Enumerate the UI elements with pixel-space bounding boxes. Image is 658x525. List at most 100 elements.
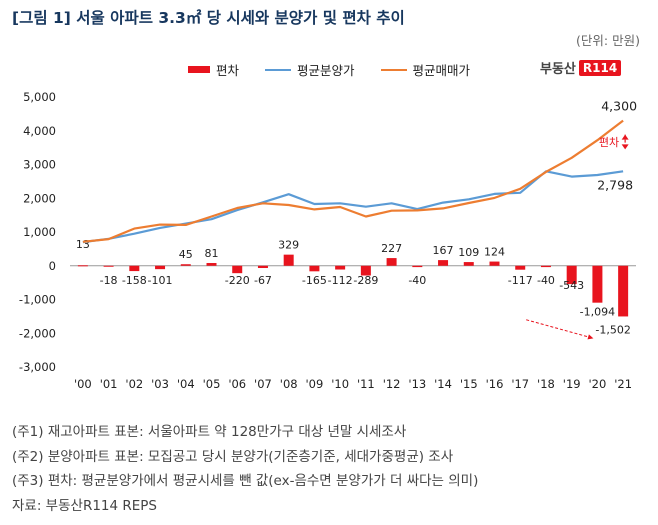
r114-logo: 부동산 R114: [540, 58, 622, 77]
y-tick-label: 1,000: [23, 225, 56, 239]
x-tick-label: '20: [589, 377, 607, 391]
footnote-2: (주2) 분양아파트 표본: 모집공고 당시 분양가(기준층기준, 세대가중평균…: [12, 448, 454, 465]
bar-data-label: -543: [559, 279, 584, 292]
deviation-bar: [283, 254, 294, 266]
deviation-bar: [103, 265, 114, 267]
deviation-bar: [129, 265, 140, 272]
deviation-arrow-head-top: [621, 134, 629, 140]
bar-data-label: -40: [537, 274, 555, 287]
x-tick-label: '04: [177, 377, 195, 391]
bar-data-label: 109: [458, 246, 479, 259]
x-tick-label: '10: [331, 377, 349, 391]
deviation-bar: [257, 265, 268, 269]
deviation-arrow-head-bottom: [621, 144, 629, 150]
legend-swatch-orange-line: [380, 68, 407, 71]
x-tick-label: '00: [74, 377, 92, 391]
bar-data-label: -117: [508, 274, 533, 287]
deviation-bar: [463, 262, 474, 266]
x-tick-label: '14: [434, 377, 452, 391]
bar-data-label: -67: [254, 274, 272, 287]
x-tick-label: '02: [125, 377, 143, 391]
legend-item-market: 평균매매가: [380, 60, 471, 79]
x-tick-label: '18: [537, 377, 555, 391]
y-tick-label: 0: [49, 259, 56, 273]
legend-item-presale: 평균분양가: [265, 60, 355, 79]
deviation-bar: [438, 260, 449, 266]
bar-data-label: 329: [278, 239, 299, 252]
x-tick-label: '05: [203, 377, 221, 391]
x-tick-label: '17: [511, 377, 529, 391]
x-tick-label: '12: [383, 377, 401, 391]
x-tick-label: '01: [100, 377, 118, 391]
deviation-bar: [540, 265, 551, 268]
x-tick-label: '03: [151, 377, 169, 391]
bar-data-label: -101: [148, 274, 173, 287]
x-tick-label: '19: [563, 377, 581, 391]
bar-data-label: -220: [225, 274, 250, 287]
x-tick-label: '21: [614, 377, 632, 391]
deviation-bar: [386, 258, 397, 266]
deviation-bar: [77, 265, 88, 267]
bar-data-label: -1,094: [580, 306, 615, 319]
footnote-3: (주3) 편차: 평균분양가에서 평균시세를 뺀 값(ex-음수면 분양가가 더…: [12, 473, 479, 489]
x-tick-label: '16: [486, 377, 504, 391]
legend-swatch-bar: [188, 66, 210, 73]
legend-item-deviation: 편차: [188, 60, 239, 79]
logo-text: 부동산: [540, 62, 576, 77]
deviation-bar: [515, 265, 526, 270]
legend-label-deviation: 편차: [216, 63, 240, 78]
x-tick-label: '08: [280, 377, 298, 391]
logo-badge: R114: [578, 59, 622, 76]
deviation-bar: [566, 265, 577, 285]
x-tick-label: '06: [228, 377, 246, 391]
market-price-line: [82, 119, 624, 243]
deviation-bar: [412, 265, 423, 268]
x-tick-label: '07: [254, 377, 272, 391]
deviation-bar: [618, 265, 629, 317]
footnote-1: (주1) 재고아파트 표본: 서울아파트 약 128만가구 대상 년말 시세조사: [12, 424, 407, 440]
bar-data-label: -18: [100, 274, 118, 287]
y-tick-label: -2,000: [19, 326, 56, 340]
deviation-bar: [360, 265, 371, 276]
bar-data-label: -158: [122, 274, 147, 287]
presale-price-line: [82, 170, 624, 244]
bar-data-label: 124: [484, 246, 505, 259]
bar-data-label: -112: [328, 274, 353, 287]
legend-swatch-blue-line: [265, 68, 292, 71]
legend-label-presale: 평균분양가: [297, 63, 355, 78]
y-tick-label: 5,000: [23, 90, 56, 104]
y-tick-label: 2,000: [23, 191, 56, 205]
y-tick-label: -1,000: [19, 293, 56, 307]
bar-data-label: 227: [381, 242, 402, 255]
bar-data-label: -289: [353, 274, 378, 287]
trend-arrow-head: [587, 334, 594, 340]
chart-title: [그림 1] 서울 아파트 3.3㎡ 당 시세와 분양가 및 편차 추이: [12, 9, 405, 27]
deviation-annotation-label: 편차: [599, 136, 619, 149]
deviation-bar: [206, 263, 217, 266]
bar-data-label: -1,502: [595, 323, 630, 336]
bar-data-label: 13: [76, 238, 90, 251]
legend-label-market: 평균매매가: [412, 63, 471, 78]
bar-data-label: -40: [408, 274, 426, 287]
market-end-label: 4,300: [601, 99, 637, 114]
deviation-bar: [309, 265, 320, 272]
deviation-bar: [155, 265, 166, 270]
x-tick-label: '11: [357, 377, 375, 391]
deviation-bar: [232, 265, 243, 274]
deviation-bar: [592, 265, 603, 303]
presale-end-label: 2,798: [597, 177, 633, 192]
footnotes: (주1) 재고아파트 표본: 서울아파트 약 128만가구 대상 년말 시세조사…: [12, 420, 478, 518]
y-tick-label: 3,000: [23, 158, 56, 172]
deviation-bar: [180, 264, 191, 266]
x-tick-label: '13: [408, 377, 426, 391]
y-tick-label: -3,000: [19, 360, 56, 374]
x-tick-label: '15: [460, 377, 478, 391]
trend-arrow-line: [526, 319, 594, 339]
chart-area: 5,000 4,000 3,000 2,000 1,000 0 -1,000 -2,000 -3…: [19, 90, 637, 391]
x-tick-label: '09: [306, 377, 324, 391]
deviation-bar: [335, 265, 346, 270]
unit-label: (단위: 만원): [576, 33, 640, 48]
bar-data-label: 167: [433, 244, 454, 257]
source-note: 자료: 부동산R114 REPS: [12, 497, 157, 514]
legend: 편차 평균분양가 평균매매가: [188, 60, 470, 79]
